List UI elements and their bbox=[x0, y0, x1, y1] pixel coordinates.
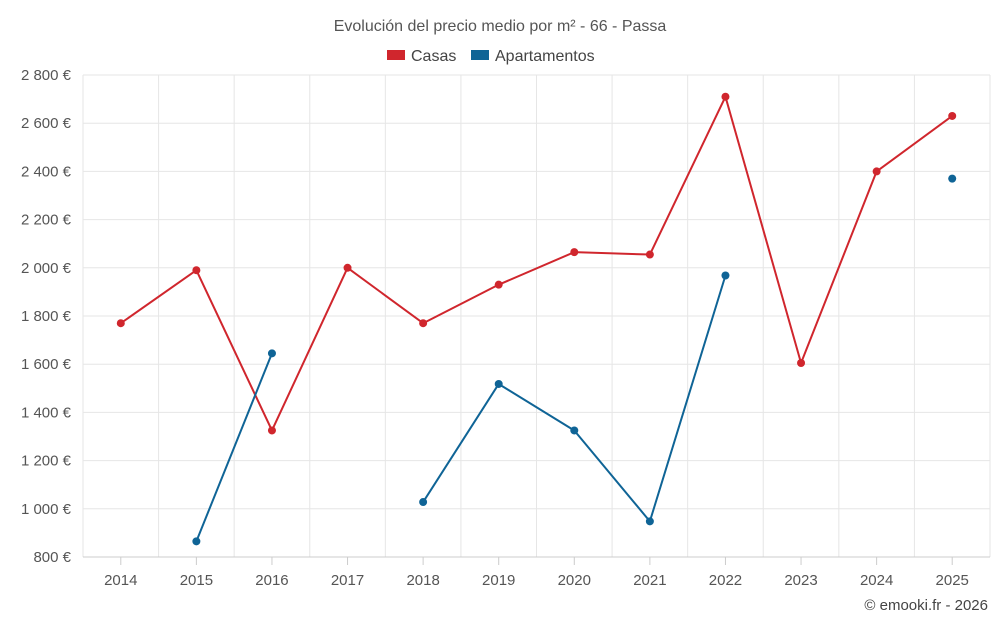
data-point-casas[interactable] bbox=[192, 266, 201, 275]
legend-swatch-apartamentos bbox=[471, 50, 489, 60]
data-point-apartamentos[interactable] bbox=[192, 537, 201, 546]
data-point-casas[interactable] bbox=[797, 358, 806, 367]
legend: Casas Apartamentos bbox=[387, 48, 595, 65]
data-point-apartamentos[interactable] bbox=[267, 349, 276, 358]
x-tick-label: 2015 bbox=[180, 572, 213, 589]
series bbox=[116, 92, 957, 546]
data-point-casas[interactable] bbox=[948, 111, 957, 120]
y-tick-label: 1 600 € bbox=[21, 356, 72, 373]
x-tick-label: 2021 bbox=[633, 572, 666, 589]
y-axis: 800 € 1 000 € 1 200 € 1 400 € 1 600 € 1 800 €… bbox=[21, 67, 72, 566]
y-tick-label: 800 € bbox=[33, 549, 71, 566]
grid bbox=[82, 74, 991, 557]
legend-label-apartamentos: Apartamentos bbox=[495, 48, 595, 65]
data-point-casas[interactable] bbox=[570, 248, 579, 257]
x-tick-label: 2017 bbox=[331, 572, 364, 589]
legend-item-apartamentos[interactable]: Apartamentos bbox=[471, 48, 595, 65]
legend-swatch-casas bbox=[387, 50, 405, 60]
data-point-apartamentos[interactable] bbox=[948, 174, 957, 183]
data-point-casas[interactable] bbox=[494, 280, 503, 289]
data-point-casas[interactable] bbox=[343, 263, 352, 272]
x-tick-label: 2020 bbox=[558, 572, 591, 589]
credit-text: © emooki.fr - 2026 bbox=[864, 597, 988, 614]
x-tick-label: 2019 bbox=[482, 572, 515, 589]
data-point-apartamentos[interactable] bbox=[721, 271, 730, 280]
data-point-casas[interactable] bbox=[116, 319, 125, 328]
x-tick-label: 2014 bbox=[104, 572, 137, 589]
series-line-apartamentos bbox=[195, 352, 273, 542]
y-tick-label: 2 600 € bbox=[21, 115, 72, 132]
data-point-casas[interactable] bbox=[721, 92, 730, 101]
x-tick-label: 2023 bbox=[784, 572, 817, 589]
x-tick-label: 2024 bbox=[860, 572, 893, 589]
data-point-apartamentos[interactable] bbox=[570, 426, 579, 435]
y-tick-label: 1 800 € bbox=[21, 308, 72, 325]
y-tick-label: 2 400 € bbox=[21, 163, 72, 180]
y-tick-label: 2 200 € bbox=[21, 212, 72, 229]
x-tick-label: 2016 bbox=[255, 572, 288, 589]
legend-item-casas[interactable]: Casas bbox=[387, 48, 456, 65]
data-point-casas[interactable] bbox=[419, 319, 428, 328]
data-point-apartamentos[interactable] bbox=[494, 379, 503, 388]
x-axis: 2014 2015 2016 2017 2018 2019 2020 2021 2022 2023… bbox=[83, 556, 990, 589]
x-tick-label: 2025 bbox=[936, 572, 969, 589]
series-line-apartamentos bbox=[422, 275, 727, 523]
data-point-apartamentos[interactable] bbox=[419, 498, 428, 507]
chart-title: Evolución del precio medio por m² - 66 -… bbox=[334, 18, 667, 35]
x-tick-label: 2018 bbox=[406, 572, 439, 589]
y-tick-label: 2 800 € bbox=[21, 67, 72, 84]
y-tick-label: 2 000 € bbox=[21, 260, 72, 277]
series-apartamentos bbox=[192, 174, 957, 546]
series-line-casas bbox=[120, 95, 953, 432]
legend-label-casas: Casas bbox=[411, 48, 456, 65]
series-casas bbox=[116, 92, 957, 435]
data-point-casas[interactable] bbox=[645, 250, 654, 259]
data-point-apartamentos[interactable] bbox=[645, 517, 654, 526]
data-point-casas[interactable] bbox=[267, 426, 276, 435]
x-tick-label: 2022 bbox=[709, 572, 742, 589]
y-tick-label: 1 000 € bbox=[21, 501, 72, 518]
y-tick-label: 1 200 € bbox=[21, 453, 72, 470]
data-point-casas[interactable] bbox=[872, 167, 881, 176]
y-tick-label: 1 400 € bbox=[21, 404, 72, 421]
